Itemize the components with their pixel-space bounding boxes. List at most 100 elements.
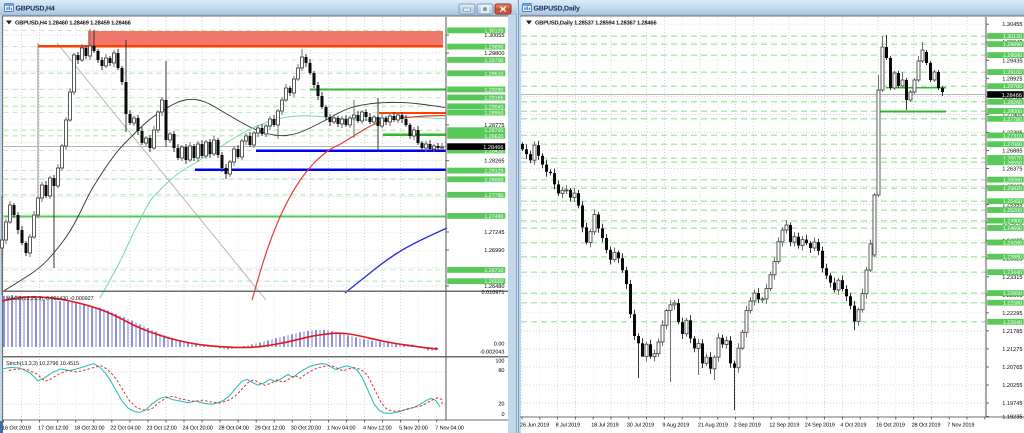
svg-text:1.26990: 1.26990 bbox=[484, 248, 504, 254]
svg-text:1.26710: 1.26710 bbox=[484, 268, 503, 274]
svg-text:1.27905: 1.27905 bbox=[1002, 112, 1022, 118]
svg-text:1.29510: 1.29510 bbox=[484, 71, 503, 77]
svg-text:28 Oct 04:00: 28 Oct 04:00 bbox=[219, 426, 249, 432]
svg-text:0: 0 bbox=[501, 412, 504, 418]
svg-text:1.26670: 1.26670 bbox=[1003, 156, 1022, 162]
svg-text:1.26060: 1.26060 bbox=[1003, 178, 1022, 184]
svg-text:GBPUSD,H4 1.28460 1.28469 1.2: GBPUSD,H4 1.28460 1.28469 1.28459 1.2846… bbox=[15, 20, 131, 26]
svg-text:20: 20 bbox=[498, 402, 504, 408]
svg-text:1 Nov 04:00: 1 Nov 04:00 bbox=[327, 426, 356, 432]
svg-text:0.00: 0.00 bbox=[494, 342, 505, 348]
svg-text:2 Sep 2019: 2 Sep 2019 bbox=[734, 423, 761, 429]
svg-text:1.19235: 1.19235 bbox=[1002, 415, 1022, 421]
svg-text:1.28925: 1.28925 bbox=[1002, 76, 1022, 82]
svg-text:1.19745: 1.19745 bbox=[1002, 401, 1022, 407]
svg-text:1.27780: 1.27780 bbox=[1003, 117, 1022, 123]
svg-text:1.21275: 1.21275 bbox=[1002, 347, 1022, 353]
svg-text:1.23880: 1.23880 bbox=[1003, 255, 1022, 261]
svg-text:22 Oct 04:00: 22 Oct 04:00 bbox=[110, 426, 140, 432]
svg-text:23 Oct 12:00: 23 Oct 12:00 bbox=[146, 426, 176, 432]
svg-text:1.25200: 1.25200 bbox=[1003, 208, 1022, 214]
svg-text:5 Nov 20:00: 5 Nov 20:00 bbox=[399, 426, 428, 432]
svg-text:24 Sep 2019: 24 Sep 2019 bbox=[805, 423, 835, 429]
svg-text:1.22295: 1.22295 bbox=[1002, 311, 1022, 317]
svg-text:1.28410: 1.28410 bbox=[484, 149, 503, 155]
svg-text:1.29435: 1.29435 bbox=[1002, 58, 1022, 64]
svg-text:7 Nov 04:00: 7 Nov 04:00 bbox=[435, 426, 464, 432]
svg-text:1.26550: 1.26550 bbox=[484, 279, 503, 285]
svg-text:1.29280: 1.29280 bbox=[484, 87, 503, 93]
svg-text:17 Oct 12:00: 17 Oct 12:00 bbox=[38, 426, 68, 432]
svg-text:1.20255: 1.20255 bbox=[1002, 383, 1022, 389]
svg-text:-0.002043: -0.002043 bbox=[480, 350, 505, 356]
svg-text:1.28265: 1.28265 bbox=[484, 159, 504, 165]
svg-text:Stoch(13,3,3) 10.2796 10.4515: Stoch(13,3,3) 10.2796 10.4515 bbox=[6, 361, 79, 367]
svg-text:1.28000: 1.28000 bbox=[1003, 109, 1022, 115]
svg-text:1.30055: 1.30055 bbox=[484, 33, 504, 39]
svg-text:16 Oct 2019: 16 Oct 2019 bbox=[2, 426, 31, 432]
svg-text:1.22850: 1.22850 bbox=[1003, 291, 1022, 297]
svg-text:100: 100 bbox=[495, 359, 504, 365]
svg-text:1.23825: 1.23825 bbox=[1002, 257, 1022, 263]
svg-text:1.28466: 1.28466 bbox=[1002, 93, 1022, 99]
svg-text:24 Oct 20:00: 24 Oct 20:00 bbox=[183, 426, 213, 432]
svg-text:1.27480: 1.27480 bbox=[484, 214, 503, 220]
svg-text:1.27310: 1.27310 bbox=[1003, 133, 1022, 139]
svg-text:1.21785: 1.21785 bbox=[1002, 329, 1022, 335]
svg-text:1.24845: 1.24845 bbox=[1002, 221, 1022, 227]
svg-text:1.28950: 1.28950 bbox=[484, 111, 503, 117]
svg-text:1.28700: 1.28700 bbox=[484, 128, 503, 134]
svg-text:1.28125: 1.28125 bbox=[484, 169, 503, 175]
svg-text:1.25450: 1.25450 bbox=[1003, 199, 1022, 205]
svg-text:1.25820: 1.25820 bbox=[1003, 186, 1022, 192]
svg-text:1.29890: 1.29890 bbox=[1003, 42, 1022, 48]
svg-text:8 Jul 2019: 8 Jul 2019 bbox=[556, 423, 580, 429]
svg-text:1.28260: 1.28260 bbox=[1003, 100, 1022, 106]
svg-text:1.30120: 1.30120 bbox=[1003, 34, 1022, 40]
svg-text:1.28000: 1.28000 bbox=[484, 177, 503, 183]
svg-text:80: 80 bbox=[498, 368, 504, 374]
svg-text:18 Oct 20:00: 18 Oct 20:00 bbox=[74, 426, 104, 432]
svg-text:30 Jul 2019: 30 Jul 2019 bbox=[627, 423, 654, 429]
svg-text:1.23315: 1.23315 bbox=[1002, 275, 1022, 281]
svg-text:1.29100: 1.29100 bbox=[1003, 70, 1022, 76]
svg-text:1.29580: 1.29580 bbox=[1003, 53, 1022, 59]
svg-text:1.30455: 1.30455 bbox=[1002, 22, 1022, 28]
svg-text:29 Oct 12:00: 29 Oct 12:00 bbox=[255, 426, 285, 432]
svg-text:1.22040: 1.22040 bbox=[1003, 320, 1022, 326]
svg-text:12 Sep 2019: 12 Sep 2019 bbox=[769, 423, 799, 429]
svg-text:1.24900: 1.24900 bbox=[1003, 219, 1022, 225]
svg-text:1.26550: 1.26550 bbox=[1003, 160, 1022, 166]
svg-text:1.29700: 1.29700 bbox=[484, 58, 503, 64]
svg-text:1.27060: 1.27060 bbox=[1003, 142, 1022, 148]
svg-text:4 Oct 2019: 4 Oct 2019 bbox=[840, 423, 866, 429]
svg-text:1.28700: 1.28700 bbox=[1003, 84, 1022, 90]
svg-text:1.28620: 1.28620 bbox=[484, 134, 503, 140]
svg-text:4 Nov 12:00: 4 Nov 12:00 bbox=[363, 426, 392, 432]
svg-text:1.22580: 1.22580 bbox=[1003, 301, 1022, 307]
svg-text:1.28466: 1.28466 bbox=[483, 145, 503, 151]
svg-text:1.29890: 1.29890 bbox=[484, 45, 503, 51]
svg-text:1.23440: 1.23440 bbox=[1003, 270, 1022, 276]
svg-text:1.29165: 1.29165 bbox=[484, 96, 503, 102]
svg-text:1.25355: 1.25355 bbox=[1002, 203, 1022, 209]
svg-text:1.30120: 1.30120 bbox=[484, 28, 503, 34]
svg-text:GBPUSD,Daily: GBPUSD,Daily bbox=[534, 5, 581, 13]
svg-text:9 Aug 2019: 9 Aug 2019 bbox=[662, 423, 689, 429]
svg-text:30 Oct 20:00: 30 Oct 20:00 bbox=[291, 426, 321, 432]
svg-text:0.010971: 0.010971 bbox=[482, 290, 505, 296]
svg-text:1.28775: 1.28775 bbox=[484, 123, 504, 129]
svg-text:1.29800: 1.29800 bbox=[484, 51, 504, 57]
svg-text:28 Oct 2019: 28 Oct 2019 bbox=[912, 423, 941, 429]
svg-text:18 Jul 2019: 18 Jul 2019 bbox=[591, 423, 618, 429]
svg-text:21 Aug 2019: 21 Aug 2019 bbox=[698, 423, 728, 429]
svg-text:1.26885: 1.26885 bbox=[1002, 149, 1022, 155]
svg-text:1.24690: 1.24690 bbox=[1003, 226, 1022, 232]
svg-text:GBPUSD,Daily 1.28537 1.28594: GBPUSD,Daily 1.28537 1.28594 1.28367 1.2… bbox=[535, 19, 656, 26]
svg-text:26 Jun 2019: 26 Jun 2019 bbox=[520, 423, 549, 429]
svg-text:1.26480: 1.26480 bbox=[484, 284, 504, 290]
svg-text:1.20765: 1.20765 bbox=[1002, 365, 1022, 371]
svg-text:GBPUSD,H4: GBPUSD,H4 bbox=[16, 6, 55, 13]
svg-text:1.24280: 1.24280 bbox=[1003, 241, 1022, 247]
svg-text:7 Nov 2019: 7 Nov 2019 bbox=[947, 423, 974, 429]
